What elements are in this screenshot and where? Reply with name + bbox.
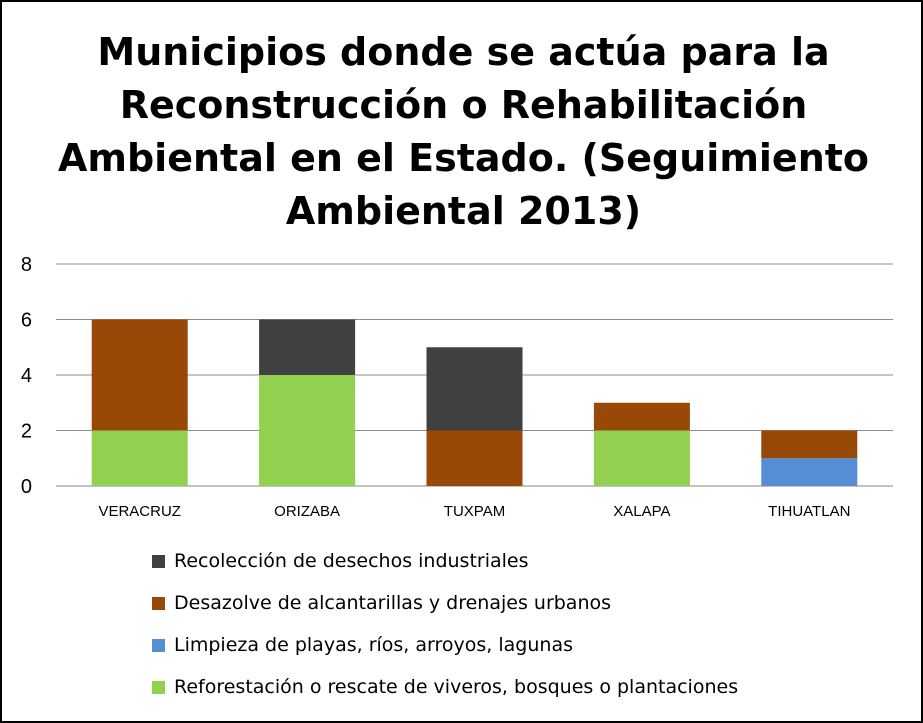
y-tick-label: 2: [21, 421, 32, 443]
chart-title-line: Ambiental en el Estado. (Seguimiento: [57, 136, 870, 180]
bar-segment: [426, 347, 523, 431]
y-tick-label: 8: [21, 254, 32, 276]
legend-label: Limpieza de playas, ríos, arroyos, lagun…: [174, 634, 573, 656]
legend-item: Recolección de desechos industriales: [152, 540, 738, 582]
legend-label: Reforestación o rescate de viveros, bosq…: [174, 676, 739, 698]
bar-segment: [259, 319, 356, 375]
legend-label: Desazolve de alcantarillas y drenajes ur…: [174, 592, 612, 614]
legend-swatch: [152, 680, 165, 694]
x-tick-label: ORIZABA: [274, 503, 340, 520]
legend-item: Reforestación o rescate de viveros, bosq…: [152, 666, 738, 708]
legend-swatch: [152, 638, 165, 652]
y-tick-label: 6: [21, 310, 32, 332]
bar-segment: [593, 402, 690, 431]
bar-segment: [593, 430, 690, 486]
chart-title-line: Municipios donde se actúa para la: [97, 30, 830, 74]
bar-segment: [91, 430, 188, 486]
chart-title: Municipios donde se actúa para la Recons…: [42, 26, 885, 238]
x-tick-label: TIHUATLAN: [768, 503, 850, 520]
legend-label: Recolección de desechos industriales: [174, 550, 529, 572]
bar-segment: [426, 430, 523, 486]
y-tick-label: 0: [21, 476, 32, 498]
x-tick-label: XALAPA: [613, 503, 670, 520]
legend-item: Limpieza de playas, ríos, arroyos, lagun…: [152, 624, 738, 666]
chart-title-line: Reconstrucción o Rehabilitación: [119, 83, 808, 127]
chart-title-line: Ambiental 2013): [285, 189, 642, 233]
bar-segment: [91, 319, 188, 431]
bar-segment: [259, 375, 356, 486]
x-tick-label: VERACRUZ: [98, 503, 181, 520]
bar-segment: [761, 430, 858, 459]
legend-swatch: [152, 554, 165, 568]
bar-segment: [761, 458, 858, 486]
chart-legend: Recolección de desechos industriales Desa…: [152, 540, 738, 708]
legend-item: Desazolve de alcantarillas y drenajes ur…: [152, 582, 738, 624]
y-tick-label: 4: [21, 365, 32, 387]
legend-swatch: [152, 596, 165, 610]
x-tick-label: TUXPAM: [444, 503, 505, 520]
